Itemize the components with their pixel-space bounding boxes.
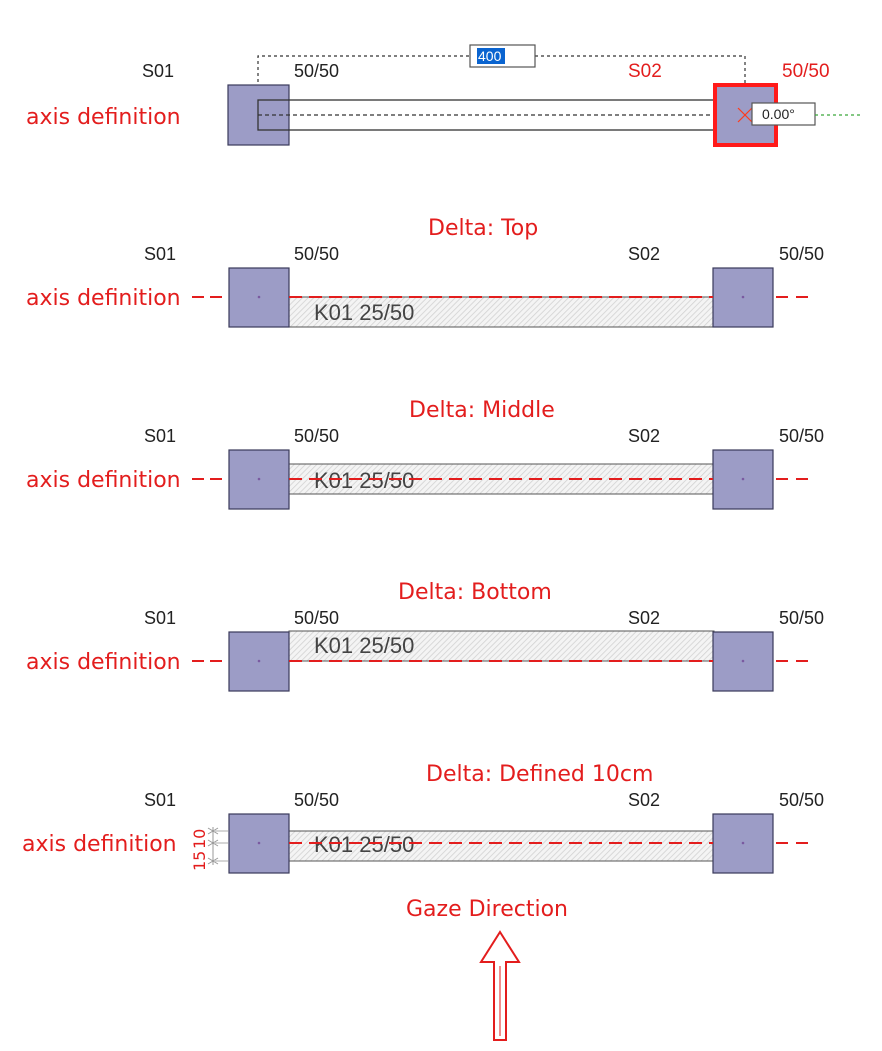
variant-bottom: Delta: Bottom S01 50/50 S02 50/50 K01 25/50 ax…	[26, 580, 824, 692]
column-left-center-dot	[257, 659, 261, 663]
support-left-label: S01	[144, 426, 176, 446]
length-input[interactable]: 400	[469, 44, 536, 68]
offset-tick	[207, 827, 219, 835]
section-left-label: 50/50	[294, 244, 339, 264]
section-right-label: 50/50	[779, 244, 824, 264]
editor-section-left-label: 50/50	[294, 61, 339, 81]
variant-title: Delta: Bottom	[398, 580, 552, 605]
support-left-label: S01	[144, 244, 176, 264]
beam-label: K01 25/50	[314, 633, 414, 658]
gaze-direction-label: Gaze Direction	[406, 897, 568, 922]
gaze-direction: Gaze Direction	[406, 897, 568, 1041]
variant-middle: Delta: Middle S01 50/50 S02 50/50 K01 25/50 ax…	[26, 398, 824, 510]
angle-input[interactable]: 0.00°	[751, 102, 816, 126]
section-left-label: 50/50	[294, 426, 339, 446]
support-right-label: S02	[628, 608, 660, 628]
editor-section-right-label: 50/50	[782, 61, 830, 82]
editor-section: S01 50/50 S02 50/50 axis definition 400 …	[26, 44, 862, 147]
angle-input-value: 0.00°	[762, 106, 795, 122]
section-left-label: 50/50	[294, 790, 339, 810]
beam-k01[interactable]	[288, 830, 715, 862]
column-right-center-dot	[741, 477, 745, 481]
variant-title: Delta: Middle	[409, 398, 555, 423]
offset-tick	[207, 839, 219, 847]
section-right-label: 50/50	[779, 426, 824, 446]
support-left-label: S01	[144, 608, 176, 628]
section-right-label: 50/50	[779, 790, 824, 810]
axis-label: axis definition	[26, 286, 181, 311]
alignment-variants: Delta: Top S01 50/50 S02 50/50 K01 25/50 axis …	[22, 216, 824, 874]
editor-axis-label: axis definition	[26, 105, 181, 130]
variant-defined: Delta: Defined 10cm S01 50/50 S02 50/50 K01 2…	[22, 762, 824, 874]
section-left-label: 50/50	[294, 608, 339, 628]
column-left-center-dot	[257, 841, 261, 845]
section-right-label: 50/50	[779, 608, 824, 628]
offset-top-value: 10	[190, 829, 209, 849]
variant-title: Delta: Top	[428, 216, 538, 241]
editor-support-left-label: S01	[142, 61, 174, 81]
axis-label: axis definition	[22, 832, 177, 857]
offset-bottom-value: 15	[190, 851, 209, 871]
length-input-selection	[477, 48, 505, 64]
axis-label: axis definition	[26, 468, 181, 493]
support-left-label: S01	[144, 790, 176, 810]
length-input-value: 400	[478, 48, 502, 64]
beam-label: K01 25/50	[314, 468, 414, 493]
variant-top: Delta: Top S01 50/50 S02 50/50 K01 25/50 axis …	[26, 216, 824, 328]
axis-label: axis definition	[26, 650, 181, 675]
snap-cross-icon	[737, 107, 753, 123]
variant-title: Delta: Defined 10cm	[426, 762, 653, 787]
support-right-label: S02	[628, 244, 660, 264]
beam-k01[interactable]	[288, 630, 715, 662]
column-right-center-dot	[741, 659, 745, 663]
column-right-center-dot	[741, 841, 745, 845]
support-right-label: S02	[628, 790, 660, 810]
editor-support-right-label: S02	[628, 61, 662, 82]
offset-tick	[207, 857, 219, 865]
column-left-center-dot	[257, 295, 261, 299]
column-right-center-dot	[741, 295, 745, 299]
beam-label: K01 25/50	[314, 832, 414, 857]
beam-label: K01 25/50	[314, 300, 414, 325]
column-left-center-dot	[257, 477, 261, 481]
support-right-label: S02	[628, 426, 660, 446]
